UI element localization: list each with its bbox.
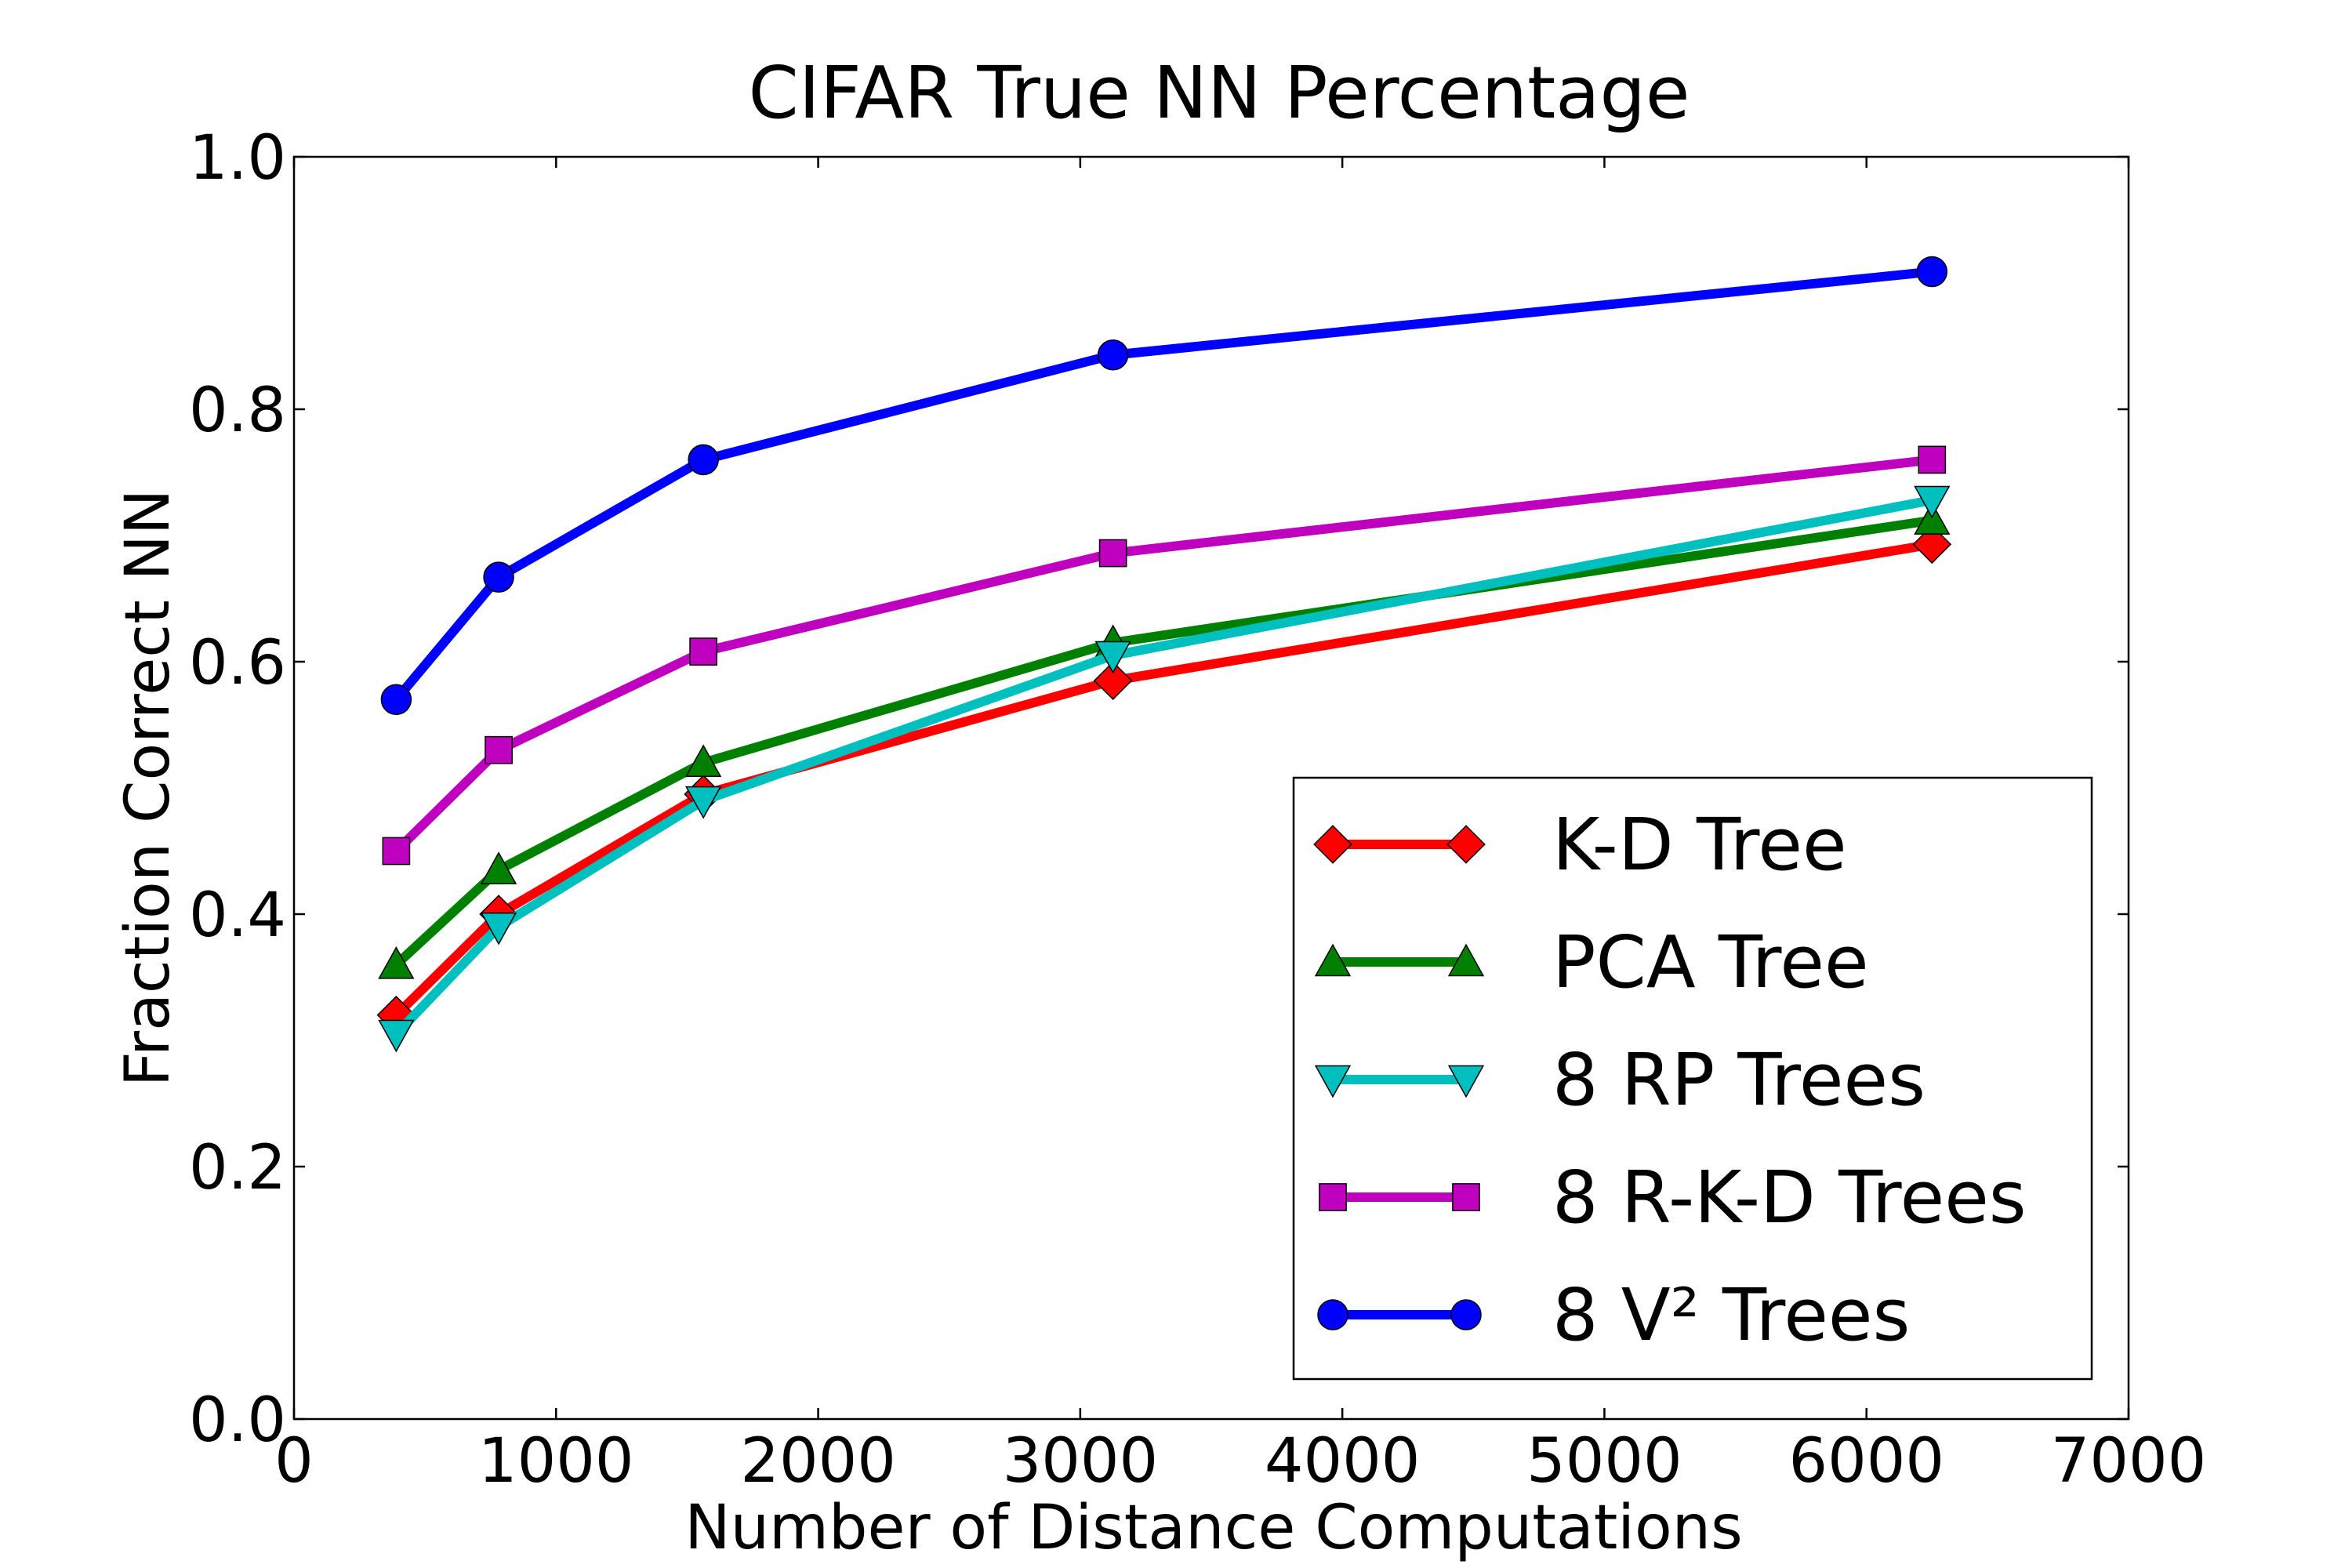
- legend-item: PCA Tree: [1314, 920, 1869, 1004]
- x-axis-label: Number of Distance Computations: [684, 1493, 1743, 1563]
- legend-item: 8 V² Trees: [1317, 1273, 1910, 1357]
- legend: K-D Tree PCA Tree 8 RP Trees 8 R-K-D Trees 8…: [1292, 776, 2093, 1381]
- series-8-r-k-d-trees: [382, 445, 1947, 866]
- chart-title: CIFAR True NN Percentage: [748, 51, 1690, 135]
- x-tick-label: 4000: [1265, 1426, 1421, 1497]
- series-8-rp-trees: [378, 485, 1951, 1053]
- data-point: [378, 946, 415, 979]
- y-tick-label: 0.6: [189, 628, 286, 699]
- y-tick-label: 0.4: [189, 880, 286, 951]
- data-point: [483, 561, 514, 593]
- data-point: [378, 1019, 415, 1053]
- legend-marker: [1450, 1299, 1482, 1330]
- x-tick-label: 0: [274, 1426, 314, 1497]
- data-point: [1916, 256, 1948, 288]
- data-point: [1918, 445, 1947, 474]
- data-point: [485, 735, 513, 764]
- legend-marker: [1314, 943, 1352, 977]
- legend-marker: [1447, 943, 1485, 977]
- data-point: [1093, 661, 1133, 700]
- data-point: [1912, 524, 1952, 564]
- legend-label: 8 RP Trees: [1552, 1038, 1926, 1122]
- data-point: [688, 444, 719, 476]
- plot-frame: [292, 155, 2130, 1421]
- legend-item: 8 RP Trees: [1314, 1038, 1926, 1122]
- legend-marker: [1314, 1065, 1352, 1098]
- data-point: [685, 744, 722, 778]
- x-tick-label: 7000: [2051, 1426, 2207, 1497]
- x-tick-label: 5000: [1526, 1426, 1682, 1497]
- x-tick-label: 6000: [1788, 1426, 1944, 1497]
- data-point: [480, 851, 517, 884]
- x-tick-label: 2000: [740, 1426, 896, 1497]
- legend-marker: [1446, 825, 1486, 864]
- data-point: [382, 837, 411, 866]
- data-point: [1097, 339, 1129, 371]
- y-tick-label: 0.2: [189, 1133, 286, 1203]
- y-axis: 0.0 0.2 0.4 0.6 0.8 1.0: [189, 123, 2129, 1456]
- legend-marker: [1447, 1065, 1485, 1098]
- plot-area: [376, 256, 1952, 1053]
- legend-label: PCA Tree: [1552, 920, 1869, 1004]
- y-tick-label: 0.8: [189, 376, 286, 446]
- data-point: [380, 684, 412, 716]
- legend-marker: [1319, 1183, 1347, 1211]
- legend-marker: [1313, 825, 1352, 864]
- legend-label: 8 V² Trees: [1552, 1273, 1910, 1357]
- data-point: [689, 637, 718, 666]
- legend-label: K-D Tree: [1552, 803, 1847, 887]
- legend-label: 8 R-K-D Trees: [1552, 1156, 2027, 1240]
- data-point: [480, 912, 517, 946]
- legend-item: K-D Tree: [1313, 803, 1847, 887]
- legend-marker: [1452, 1183, 1480, 1211]
- y-tick-label: 0.0: [189, 1385, 286, 1456]
- data-point: [1094, 641, 1131, 674]
- legend-marker: [1317, 1299, 1348, 1330]
- data-point: [1914, 485, 1951, 519]
- data-point: [1098, 539, 1127, 568]
- data-point: [685, 786, 722, 819]
- x-axis: 0 1000 2000 3000 4000 5000 6000 7000: [274, 157, 2206, 1497]
- legend-items: K-D Tree PCA Tree 8 RP Trees 8 R-K-D Trees 8…: [1313, 803, 2027, 1357]
- x-tick-label: 3000: [1003, 1426, 1159, 1497]
- y-tick-label: 1.0: [189, 123, 286, 194]
- legend-item: 8 R-K-D Trees: [1319, 1156, 2027, 1240]
- y-axis-label: Fraction Correct NN: [113, 489, 183, 1087]
- series-layer: [376, 256, 1952, 1053]
- series-8-v-trees: [380, 256, 1948, 716]
- data-point: [1914, 502, 1951, 535]
- x-tick-label: 1000: [478, 1426, 634, 1497]
